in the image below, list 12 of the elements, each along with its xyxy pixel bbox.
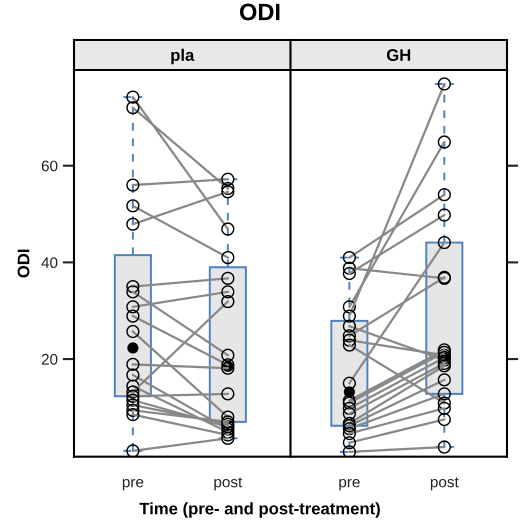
chart-subtitle: GH [386,49,410,61]
x-tick-label: post [430,477,459,490]
y-axis-title: ODI [18,250,30,278]
x-tick-label: post [214,477,242,490]
chart-subtitle: pla [171,48,194,64]
x-tick-label: pre [339,478,360,490]
y-tick-label: 60 [42,160,58,172]
x-axis-title: Time (pre- and post-treatment) [140,502,380,518]
chart-title: ODI [240,4,280,20]
y-tick-label: 20 [42,354,58,365]
x-tick-label: pre [122,478,144,490]
y-tick-label: 40 [41,257,58,268]
